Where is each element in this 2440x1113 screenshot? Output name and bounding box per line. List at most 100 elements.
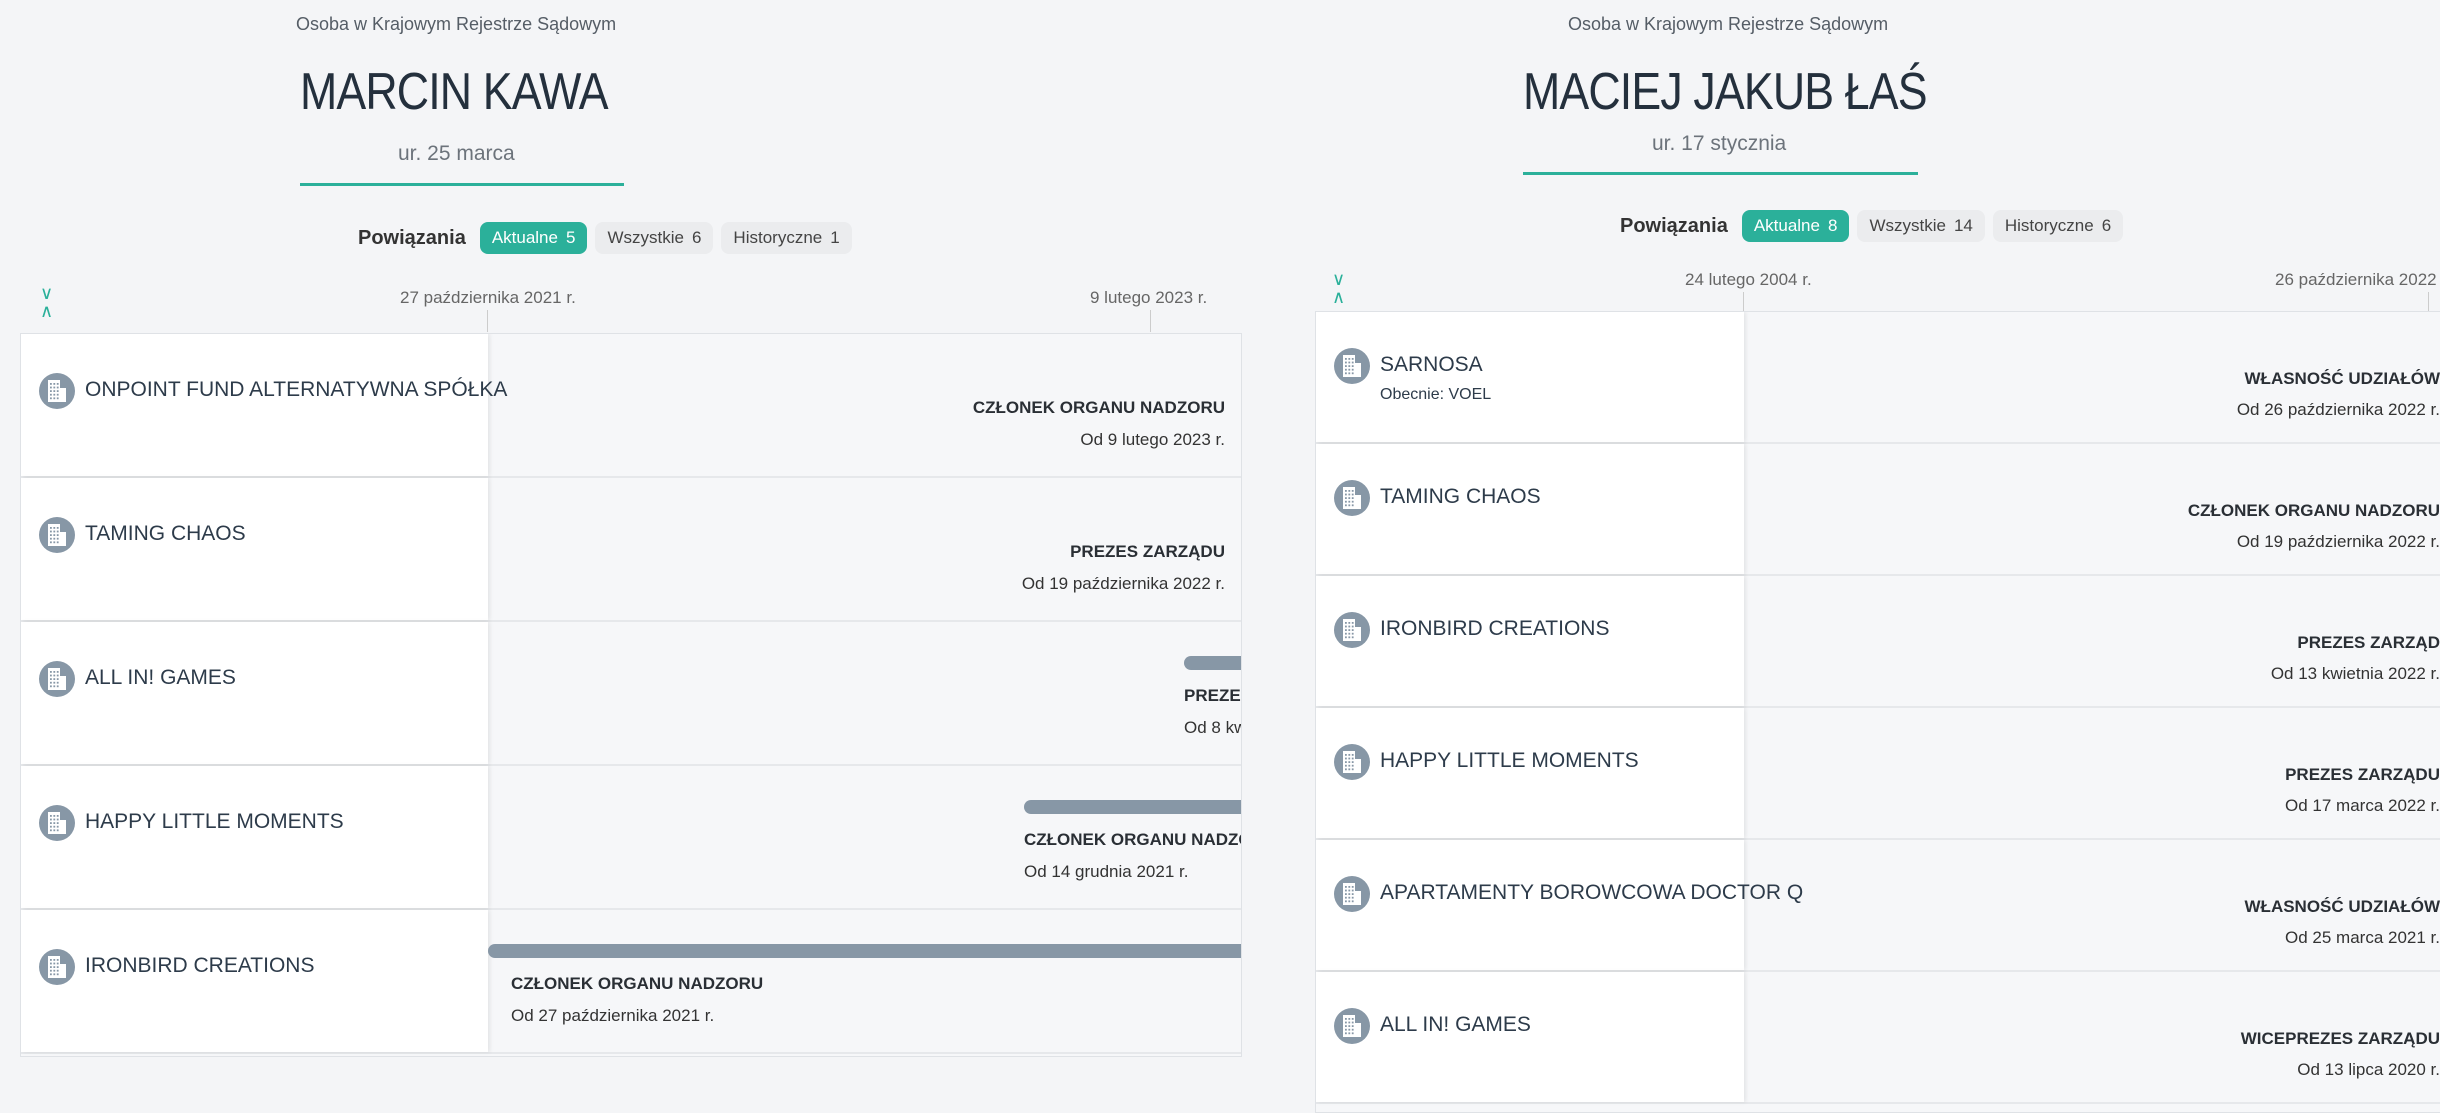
company-name[interactable]: TAMING CHAOS bbox=[85, 521, 246, 545]
role-duration-bar bbox=[1184, 656, 1241, 670]
role-start-date: Od 25 marca 2021 r. bbox=[2285, 928, 2440, 947]
role-title: PREZES ZARZĄDU bbox=[1070, 542, 1225, 561]
tab-historyczne[interactable]: Historyczne 1 bbox=[721, 222, 852, 254]
relation-row[interactable]: IRONBIRD CREATIONS PREZES ZARZĄD Od 13 kwi… bbox=[1316, 576, 2440, 708]
relations-timeline: SARNOSA Obecnie: VOEL WŁASNOŚĆ UDZIAŁÓW Od … bbox=[1315, 311, 2440, 1113]
role-title: CZŁONEK ORGANU NADZORU bbox=[972, 398, 1225, 417]
relation-row[interactable]: TAMING CHAOS PREZES ZARZĄDU Od 19 paździer… bbox=[21, 478, 1241, 622]
company-cell[interactable]: IRONBIRD CREATIONS bbox=[1316, 576, 1744, 706]
building-icon bbox=[1334, 1007, 1370, 1044]
role-start-date: Od 17 marca 2022 r. bbox=[2285, 796, 2440, 815]
relation-row[interactable]: TAMING CHAOS CZŁONEK ORGANU NADZORU Od 19 … bbox=[1316, 444, 2440, 576]
role-title: WŁASNOŚĆ UDZIAŁÓW bbox=[2244, 369, 2440, 388]
company-name[interactable]: IRONBIRD CREATIONS bbox=[85, 953, 315, 977]
relation-row[interactable]: ONPOINT FUND ALTERNATYWNA SPÓŁKA CZŁONEK … bbox=[21, 334, 1241, 478]
role-title: WICEPREZES ZARZĄDU bbox=[2240, 1029, 2440, 1048]
chevron-up-icon[interactable]: ∧ bbox=[40, 301, 54, 321]
relation-row[interactable]: APARTAMENTY BOROWCOWA DOCTOR Q WŁASNOŚĆ U… bbox=[1316, 840, 2440, 972]
company-cell[interactable]: ALL IN! GAMES bbox=[1316, 972, 1744, 1102]
tab-label: Aktualne bbox=[1753, 216, 1820, 235]
tab-wszystkie[interactable]: Wszystkie 14 bbox=[1857, 210, 1985, 242]
relations-timeline: ONPOINT FUND ALTERNATYWNA SPÓŁKA CZŁONEK … bbox=[20, 333, 1242, 1057]
birth-date: ur. 17 stycznia bbox=[1652, 132, 1787, 155]
company-name[interactable]: HAPPY LITTLE MOMENTS bbox=[1380, 748, 1639, 772]
building-icon bbox=[39, 948, 75, 985]
relation-row[interactable]: SARNOSA Obecnie: VOEL WŁASNOŚĆ UDZIAŁÓW Od … bbox=[1316, 312, 2440, 444]
role-start-date: Od 13 kwietnia 2022 r. bbox=[2270, 664, 2440, 683]
company-cell[interactable]: APARTAMENTY BOROWCOWA DOCTOR Q bbox=[1316, 840, 1803, 970]
role-start-date: Od 19 października 2022 r. bbox=[1021, 574, 1225, 593]
tab-aktualne[interactable]: Aktualne 8 bbox=[1741, 210, 1850, 242]
relations-label: Powiązania bbox=[358, 226, 466, 249]
company-name[interactable]: ALL IN! GAMES bbox=[1380, 1012, 1531, 1036]
timeline-tick-label: 9 lutego 2023 r. bbox=[1090, 288, 1208, 307]
role-start-date: Od 9 lutego 2023 r. bbox=[1080, 430, 1225, 449]
company-name[interactable]: APARTAMENTY BOROWCOWA DOCTOR Q bbox=[1380, 880, 1804, 904]
tab-label: Historyczne bbox=[733, 228, 823, 247]
building-icon bbox=[1334, 743, 1370, 780]
company-cell[interactable]: HAPPY LITTLE MOMENTS bbox=[1316, 708, 1744, 838]
building-icon bbox=[1334, 611, 1370, 648]
title-underline bbox=[300, 183, 624, 186]
role-start-date: Od 27 października 2021 r. bbox=[511, 1006, 715, 1025]
building-icon bbox=[39, 804, 75, 841]
role-duration-bar bbox=[1024, 800, 1241, 814]
role-start-date: Od 13 lipca 2020 r. bbox=[2297, 1060, 2440, 1079]
relation-row[interactable]: ALL IN! GAMES PREZES ZARZĄDU Od 8 kwietnia… bbox=[21, 622, 1241, 766]
company-cell[interactable]: HAPPY LITTLE MOMENTS bbox=[21, 766, 488, 908]
chevron-down-icon[interactable]: ∨ bbox=[1332, 269, 1346, 289]
company-name[interactable]: ALL IN! GAMES bbox=[85, 665, 236, 689]
registry-subtitle: Osoba w Krajowym Rejestrze Sądowym bbox=[296, 14, 617, 34]
company-name[interactable]: SARNOSA bbox=[1380, 352, 1483, 376]
relation-row[interactable]: ALL IN! GAMES WICEPREZES ZARZĄDU Od 13 lip… bbox=[1316, 972, 2440, 1104]
role-start-date: Od 26 października 2022 r. bbox=[2236, 400, 2440, 419]
building-icon bbox=[39, 516, 75, 553]
role-start-date: Od 19 października 2022 r. bbox=[2236, 532, 2440, 551]
tab-historyczne[interactable]: Historyczne 6 bbox=[1992, 210, 2124, 242]
company-cell[interactable]: IRONBIRD CREATIONS bbox=[21, 910, 488, 1052]
role-title: CZŁONEK ORGANU NADZORU bbox=[1024, 830, 1241, 849]
tab-count: 6 bbox=[691, 228, 702, 247]
tab-count: 8 bbox=[1827, 216, 1838, 235]
company-cell[interactable]: SARNOSA Obecnie: VOEL bbox=[1316, 312, 1744, 442]
building-icon bbox=[1334, 479, 1370, 516]
role-title: PREZES ZARZĄDU bbox=[1184, 686, 1241, 705]
company-name[interactable]: IRONBIRD CREATIONS bbox=[1380, 616, 1610, 640]
role-start-date: Od 8 kwietnia 2022 r. bbox=[1184, 718, 1241, 737]
birth-date: ur. 25 marca bbox=[398, 142, 515, 165]
timeline-tick bbox=[2428, 292, 2429, 314]
company-cell[interactable]: ONPOINT FUND ALTERNATYWNA SPÓŁKA bbox=[21, 334, 507, 476]
building-icon bbox=[39, 660, 75, 697]
tab-count: 14 bbox=[1953, 216, 1973, 235]
role-title: PREZES ZARZĄD bbox=[2297, 633, 2440, 652]
timeline-tick-label: 26 października 2022 r. bbox=[2275, 270, 2440, 289]
timeline-toggle[interactable]: ∨ ∧ bbox=[40, 284, 53, 320]
company-cell[interactable]: ALL IN! GAMES bbox=[21, 622, 488, 764]
relation-row[interactable]: IRONBIRD CREATIONS CZŁONEK ORGANU NADZORU… bbox=[21, 910, 1241, 1054]
title-underline bbox=[1523, 172, 1918, 175]
tab-count: 1 bbox=[830, 228, 840, 247]
company-name[interactable]: ONPOINT FUND ALTERNATYWNA SPÓŁKA bbox=[85, 377, 508, 401]
building-icon bbox=[1334, 347, 1370, 384]
relations-tabs: Powiązania Aktualne 8 Wszystkie 14 Historyczn… bbox=[1620, 210, 2124, 242]
company-name[interactable]: HAPPY LITTLE MOMENTS bbox=[85, 809, 344, 833]
timeline-toggle[interactable]: ∨ ∧ bbox=[1332, 270, 1345, 306]
company-cell[interactable]: TAMING CHAOS bbox=[21, 478, 488, 620]
company-name[interactable]: TAMING CHAOS bbox=[1380, 484, 1541, 508]
tab-label: Aktualne bbox=[491, 228, 558, 247]
role-start-date: Od 14 grudnia 2021 r. bbox=[1024, 862, 1189, 881]
company-cell[interactable]: TAMING CHAOS bbox=[1316, 444, 1744, 574]
relation-row[interactable]: HAPPY LITTLE MOMENTS PREZES ZARZĄDU Od 17 … bbox=[1316, 708, 2440, 840]
building-icon bbox=[39, 372, 75, 409]
building-icon bbox=[1334, 875, 1370, 912]
tab-aktualne[interactable]: Aktualne 5 bbox=[479, 222, 588, 254]
chevron-up-icon[interactable]: ∧ bbox=[1332, 287, 1346, 307]
company-current-name: Obecnie: VOEL bbox=[1380, 385, 1492, 403]
timeline-tick bbox=[1743, 292, 1744, 314]
role-title: CZŁONEK ORGANU NADZORU bbox=[2187, 501, 2440, 520]
relation-row[interactable]: HAPPY LITTLE MOMENTS CZŁONEK ORGANU NADZ O… bbox=[21, 766, 1241, 910]
chevron-down-icon[interactable]: ∨ bbox=[40, 283, 54, 303]
tab-wszystkie[interactable]: Wszystkie 6 bbox=[595, 222, 714, 254]
relations-label: Powiązania bbox=[1620, 214, 1728, 237]
tab-label: Wszystkie bbox=[607, 228, 684, 247]
